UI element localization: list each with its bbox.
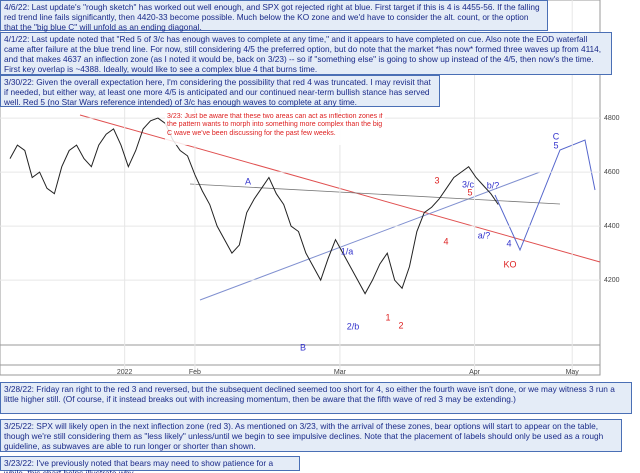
x-tick-label: Feb (189, 369, 201, 376)
wave-label: 3 (434, 175, 439, 185)
wave-label: 5 (467, 187, 472, 197)
note: 4/1/22: Last update noted that "Red 5 of… (0, 32, 612, 75)
callout-box (165, 113, 385, 145)
note: 3/23/22: I've previously noted that bear… (0, 456, 300, 473)
x-tick-label: Apr (469, 369, 481, 376)
gray-line (189, 183, 561, 205)
y-tick-label: 4600 (604, 169, 620, 176)
wave-label: a/? (478, 230, 491, 240)
wave-label: 2/b (347, 321, 360, 331)
x-tick-label: Mar (334, 369, 347, 376)
wave-label: 1/a (341, 246, 354, 256)
x-tick-label: May (566, 369, 580, 376)
projection-path (494, 139, 596, 252)
y-tick-label: 4400 (604, 223, 620, 230)
note: 3/25/22: SPX will likely open in the nex… (0, 419, 622, 452)
price-line (9, 117, 499, 295)
callout: 3/23: Just be aware that these two areas… (167, 113, 383, 137)
wave-label: 4 (506, 238, 511, 248)
note: 3/30/22: Given the overall expectation h… (0, 75, 440, 107)
wave-label: 2 (398, 320, 403, 330)
wave-label: A (245, 176, 251, 186)
note: 3/28/22: Friday ran right to the red 3 a… (0, 382, 632, 414)
y-tick-label: 4200 (604, 277, 620, 284)
wave-label: 5 (553, 140, 558, 150)
wave-label: B (300, 342, 306, 352)
wave-label: KO (503, 259, 516, 269)
x-tick-label: 2022 (117, 369, 133, 376)
y-tick-label: 4800 (604, 115, 620, 122)
wave-label: 1 (385, 312, 390, 322)
note: 4/6/22: Last update's "rough sketch" has… (0, 0, 548, 32)
wave-label: 3/c (462, 179, 475, 189)
wave-label: C (553, 131, 560, 141)
wave-label: b/? (487, 180, 500, 190)
wave-label: 4 (443, 236, 448, 246)
blue-trend-line (199, 171, 541, 301)
callout-text: 3/23: Just be aware that these two areas… (167, 113, 383, 137)
